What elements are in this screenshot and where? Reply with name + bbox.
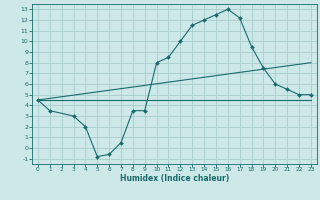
X-axis label: Humidex (Indice chaleur): Humidex (Indice chaleur) [120, 174, 229, 183]
